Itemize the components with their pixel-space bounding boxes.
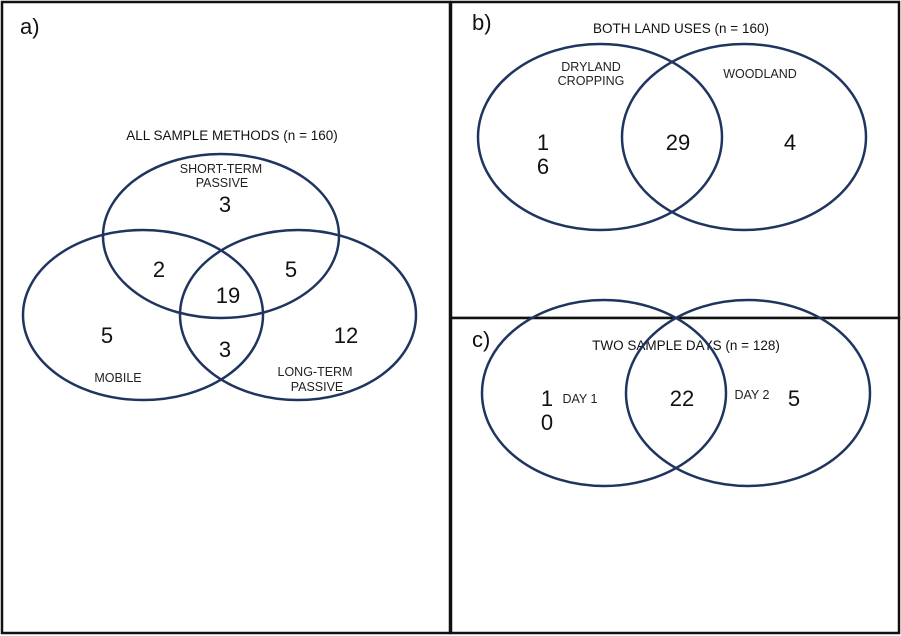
set-dryland-cropping xyxy=(476,42,724,232)
panel-b: b) BOTH LAND USES (n = 160) DRYLAND CROP… xyxy=(449,0,901,320)
count-short-long: 5 xyxy=(285,257,297,282)
count-long-only: 12 xyxy=(334,323,358,348)
panel-c-title: TWO SAMPLE DAYS (n = 128) xyxy=(592,338,780,353)
count-dryland-only-digit-1: 1 xyxy=(537,130,549,155)
panel-b-title: BOTH LAND USES (n = 160) xyxy=(593,21,769,36)
long-term-label-2: PASSIVE xyxy=(291,380,344,394)
set-long-term-passive xyxy=(178,228,418,402)
set-day-1 xyxy=(480,298,728,488)
long-term-label-1: LONG-TERM xyxy=(278,365,353,379)
count-day-1-only-digit-2: 0 xyxy=(541,410,553,435)
dryland-label-1: DRYLAND xyxy=(561,60,621,74)
count-mobile-only: 5 xyxy=(101,323,113,348)
count-short-term-only: 3 xyxy=(219,192,231,217)
count-mobile-short: 2 xyxy=(153,257,165,282)
woodland-label: WOODLAND xyxy=(723,67,797,81)
short-term-label-2: PASSIVE xyxy=(196,176,249,190)
panel-b-frame xyxy=(449,0,901,320)
set-mobile xyxy=(21,228,265,402)
count-both-land-uses: 29 xyxy=(666,130,690,155)
count-mobile-long: 3 xyxy=(219,337,231,362)
count-dryland-only-digit-2: 6 xyxy=(537,154,549,179)
short-term-label-1: SHORT-TERM xyxy=(180,162,262,176)
panel-c-label: c) xyxy=(472,327,490,352)
panel-a-label: a) xyxy=(20,14,40,39)
set-day-2 xyxy=(624,298,872,488)
count-all-three: 19 xyxy=(216,283,240,308)
set-woodland xyxy=(620,42,868,232)
day-1-label: DAY 1 xyxy=(563,392,598,406)
panel-b-label: b) xyxy=(472,10,492,35)
panel-c-frame xyxy=(449,316,901,635)
day-2-label: DAY 2 xyxy=(735,388,770,402)
mobile-label: MOBILE xyxy=(94,371,141,385)
panel-a: a) ALL SAMPLE METHODS (n = 160) SHORT-TE… xyxy=(0,0,452,635)
count-woodland-only: 4 xyxy=(784,130,796,155)
panel-c: c) TWO SAMPLE DAYS (n = 128) DAY 1 DAY 2… xyxy=(449,298,901,635)
count-day-1-only-digit-1: 1 xyxy=(541,386,553,411)
count-day-2-only: 5 xyxy=(788,386,800,411)
dryland-label-2: CROPPING xyxy=(558,74,625,88)
count-both-days: 22 xyxy=(670,386,694,411)
panel-a-title: ALL SAMPLE METHODS (n = 160) xyxy=(126,128,337,143)
